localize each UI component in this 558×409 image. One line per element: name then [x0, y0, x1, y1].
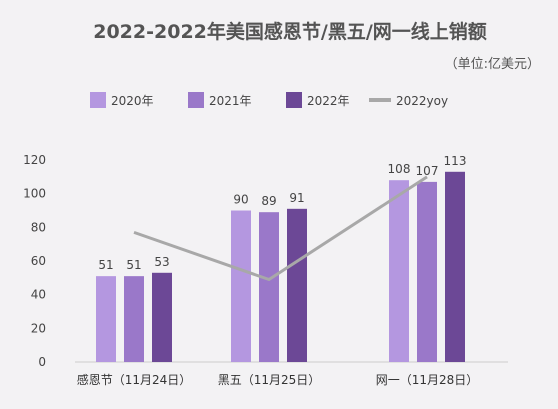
data-label: 91: [289, 191, 304, 205]
y-tick-label: 100: [23, 187, 46, 201]
data-label: 90: [233, 193, 248, 207]
x-category-label: 黑五（11月25日）: [218, 373, 321, 387]
bar: [124, 276, 144, 362]
series-line: [133, 175, 428, 282]
legend-swatch: [286, 92, 302, 108]
legend-label: 2022yoy: [396, 94, 448, 108]
legend-label: 2022年: [307, 94, 350, 108]
x-category-label: 网一（11月28日）: [376, 373, 479, 387]
y-tick-label: 120: [23, 153, 46, 167]
data-label: 113: [444, 154, 467, 168]
y-tick-label: 20: [31, 321, 46, 335]
data-label: 89: [261, 194, 276, 208]
y-tick-label: 0: [38, 355, 46, 369]
data-label: 51: [98, 258, 113, 272]
x-axis: 感恩节（11月24日） 黑五（11月25日） 网一（11月28日）: [77, 372, 479, 387]
chart-subtitle: （单位:亿美元）: [445, 57, 540, 72]
bar: [445, 171, 465, 362]
bar: [417, 181, 437, 362]
x-category-label: 感恩节（11月24日）: [77, 372, 192, 387]
bar: [389, 180, 409, 362]
data-label: 51: [126, 258, 141, 272]
bars: 51 51 53 90 89 91 108 107 113: [96, 154, 466, 362]
bar: [152, 272, 172, 362]
legend-label: 2021年: [209, 94, 252, 108]
bar: [259, 212, 279, 362]
legend-swatch: [188, 92, 204, 108]
data-label: 53: [154, 255, 169, 269]
bar: [231, 210, 251, 362]
legend: 2020年 2021年 2022年 2022yoy: [90, 92, 448, 108]
bar: [287, 208, 307, 362]
y-axis: 0 20 40 60 80 100 120: [23, 153, 46, 369]
y-tick-label: 40: [31, 288, 46, 302]
y-tick-label: 80: [31, 220, 46, 234]
legend-label: 2020年: [111, 94, 154, 108]
data-label: 107: [416, 164, 439, 178]
chart-title: 2022-2022年美国感恩节/黑五/网一线上销额: [93, 20, 487, 43]
y-tick-label: 60: [31, 254, 46, 268]
bar: [96, 276, 116, 362]
legend-swatch: [90, 92, 106, 108]
data-label: 108: [388, 162, 411, 176]
line-series: [133, 175, 428, 282]
